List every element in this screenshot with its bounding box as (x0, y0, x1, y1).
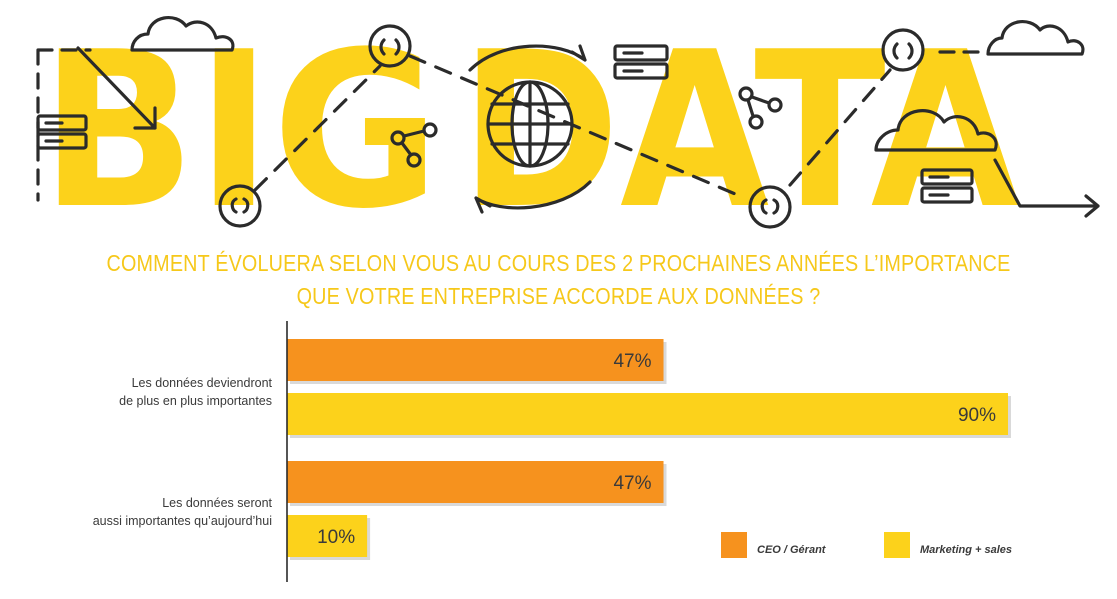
category-label: de plus en plus importantes (119, 394, 272, 408)
cloud-icon (874, 109, 998, 152)
legend-swatch (884, 532, 910, 558)
dashed-connection (408, 54, 742, 198)
server-icon (920, 168, 974, 204)
chart-title: COMMENT ÉVOLUERA SELON VOUS AU COURS DES… (0, 247, 1117, 313)
category-label: Les données seront (162, 496, 272, 510)
chart-title-line1: COMMENT ÉVOLUERA SELON VOUS AU COURS DES… (106, 250, 1011, 276)
category-label: aussi importantes qu’aujourd’hui (93, 514, 272, 528)
bar-value-label: 90% (958, 405, 996, 426)
bar-value-label: 47% (613, 473, 651, 494)
smiley-icon (881, 28, 925, 72)
smiley-icon (368, 24, 412, 68)
bar-marketing-2 (287, 515, 368, 557)
legend-swatch (721, 532, 747, 558)
bar-ceo-1 (287, 339, 664, 381)
dashed-connection (253, 64, 382, 192)
bar-marketing-1 (287, 393, 1008, 435)
cloud-icon (130, 16, 235, 52)
server-icon (613, 44, 669, 80)
bar-ceo-2 (287, 461, 664, 503)
share-icon (390, 122, 438, 168)
banner-word-data: DATA (460, 5, 1020, 235)
dashed-connection (788, 68, 892, 187)
right-arrow (993, 158, 1100, 218)
bar-value-label: 10% (317, 527, 355, 548)
legend-label: Marketing + sales (920, 544, 1012, 556)
chart-title-line2: QUE VOTRE ENTREPRISE ACCORDE AUX DONNÉES… (296, 283, 821, 309)
server-icon (36, 114, 88, 150)
smiley-icon (748, 185, 792, 229)
refresh-arrow (468, 44, 587, 72)
banner-word-big: BIG (40, 5, 440, 235)
diagonal-arrow (76, 46, 157, 130)
big-data-banner: BIG DATA (36, 5, 1100, 235)
smiley-icon (218, 184, 262, 228)
category-labels: Les données deviendront de plus en plus i… (93, 376, 273, 528)
bar-value-label: 47% (613, 351, 651, 372)
globe-icon (486, 80, 574, 168)
chart-legend: CEO / Gérant Marketing + sales (721, 532, 1012, 558)
legend-label: CEO / Gérant (757, 544, 827, 556)
bar-chart: 47% 47% 90% 10% Les données deviendront de p… (93, 321, 1012, 582)
category-label: Les données deviendront (132, 376, 273, 390)
refresh-arrow (474, 180, 592, 214)
cloud-icon (986, 20, 1085, 56)
bars-group: 47% 47% 90% 10% (287, 339, 1011, 560)
share-icon (738, 86, 783, 130)
